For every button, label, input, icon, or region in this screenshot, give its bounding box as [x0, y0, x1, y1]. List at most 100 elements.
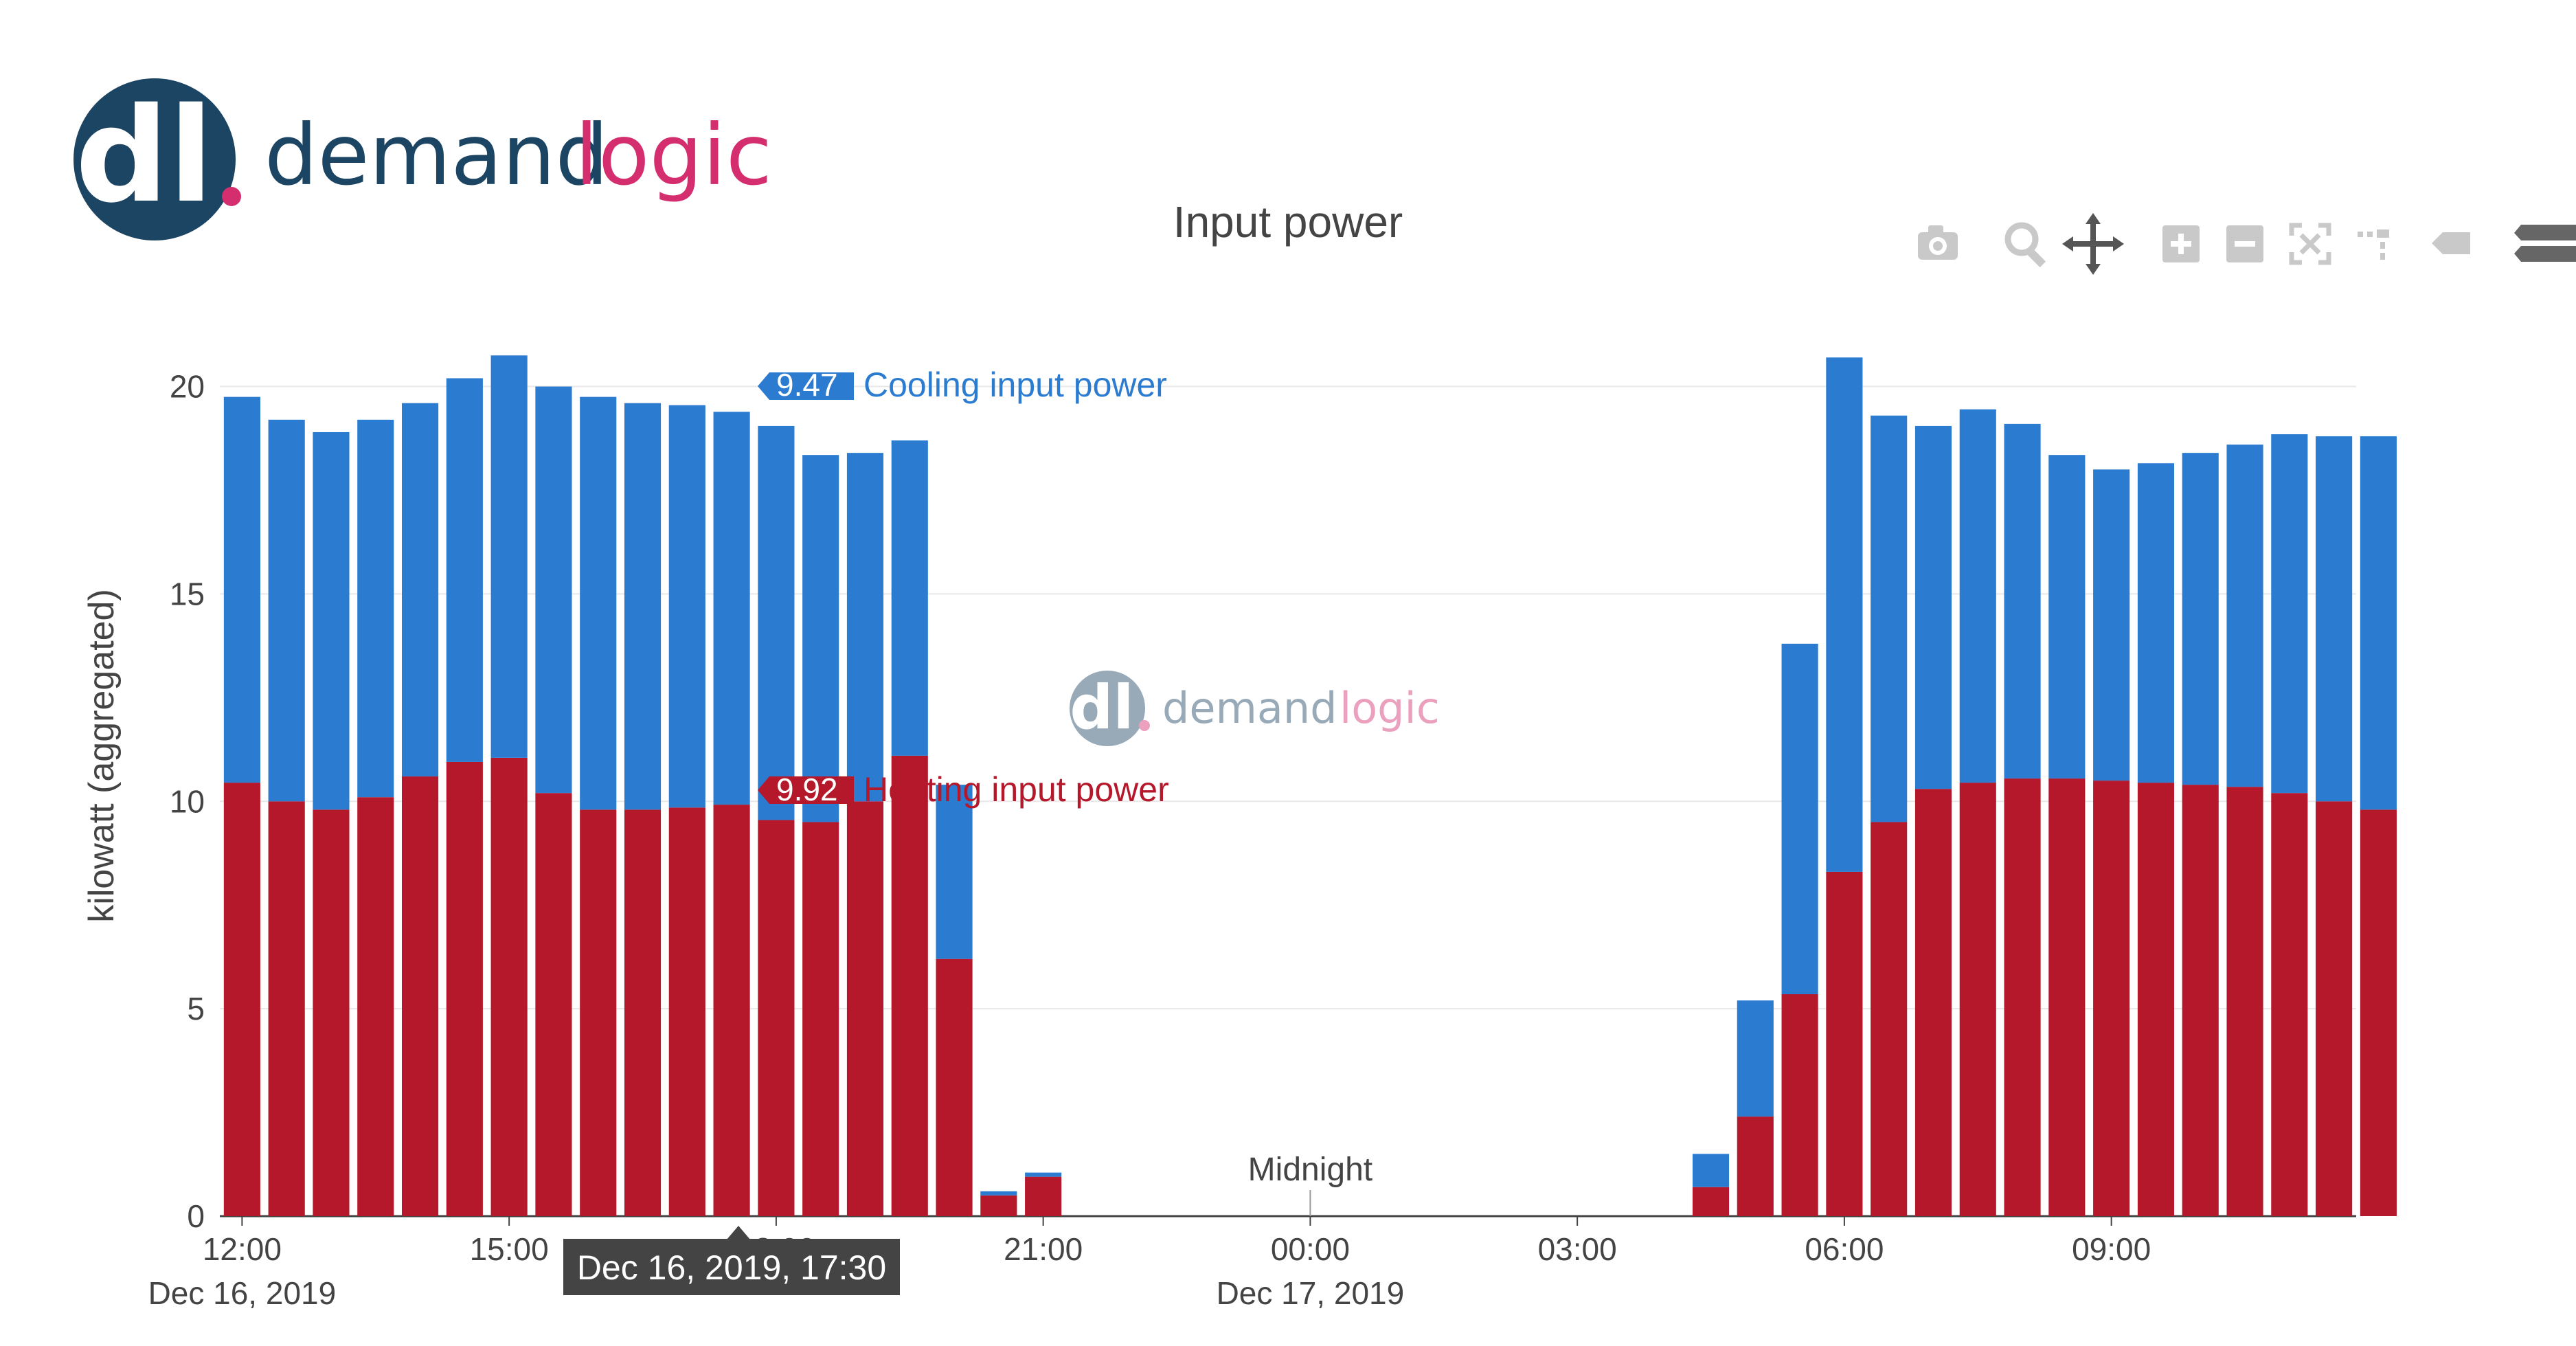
bar-cooling[interactable] [846, 453, 884, 802]
bar-heating[interactable] [580, 809, 617, 1216]
bar-cooling[interactable] [2271, 434, 2308, 794]
bar-cooling[interactable] [936, 785, 973, 959]
bar-heating[interactable] [1914, 789, 1952, 1216]
bar-cooling[interactable] [357, 419, 394, 798]
bar-heating[interactable] [1692, 1187, 1730, 1216]
bar-heating[interactable] [1826, 871, 1863, 1216]
bar-cooling[interactable] [580, 396, 617, 810]
bar-cooling[interactable] [624, 403, 662, 810]
bar-heating[interactable] [713, 805, 750, 1216]
y-tick-label: 15 [170, 576, 205, 612]
x-tick-label: 03:00 [1538, 1231, 1617, 1267]
bar-heating[interactable] [490, 757, 528, 1216]
watermark-text-demand: demand [1162, 683, 1337, 733]
bar-cooling[interactable] [535, 386, 572, 794]
bar-cooling[interactable] [268, 419, 305, 802]
bar-heating[interactable] [2271, 793, 2308, 1216]
bar-cooling[interactable] [668, 405, 705, 808]
bar-cooling[interactable] [891, 440, 928, 756]
bar-heating[interactable] [1025, 1176, 1062, 1216]
bar-cooling[interactable] [1025, 1172, 1062, 1177]
bar-cooling[interactable] [713, 412, 750, 805]
brand-name-demand: demand [264, 106, 609, 204]
bar-cooling[interactable] [2226, 445, 2263, 787]
bar-heating[interactable] [2316, 801, 2353, 1216]
bar-heating[interactable] [1737, 1117, 1774, 1216]
bar-cooling[interactable] [313, 431, 350, 810]
bar-heating[interactable] [624, 809, 662, 1216]
hover-closest-icon[interactable] [2432, 232, 2470, 254]
bar-cooling[interactable] [1871, 415, 1908, 822]
camera-icon[interactable] [1918, 225, 1958, 260]
bar-cooling[interactable] [980, 1191, 1017, 1196]
bar-cooling[interactable] [2137, 463, 2175, 783]
watermark: dl demand logic [1070, 671, 1440, 746]
bar-heating[interactable] [401, 776, 439, 1216]
bar-cooling[interactable] [2316, 436, 2353, 802]
bar-heating[interactable] [668, 807, 705, 1216]
bar-heating[interactable] [535, 793, 572, 1216]
bar-cooling[interactable] [758, 425, 795, 820]
bar-cooling[interactable] [490, 355, 528, 758]
bar-heating[interactable] [1781, 994, 1818, 1216]
bar-heating[interactable] [2004, 778, 2041, 1216]
bar-heating[interactable] [2360, 809, 2397, 1216]
y-tick-label: 10 [170, 783, 205, 819]
bar-cooling[interactable] [1914, 425, 1952, 789]
autoscale-icon[interactable] [2289, 223, 2331, 265]
pan-icon[interactable] [2062, 213, 2124, 275]
bar-cooling[interactable] [2048, 455, 2086, 779]
zoom-in-icon[interactable] [2162, 225, 2200, 262]
bar-heating[interactable] [2182, 785, 2219, 1216]
bar-heating[interactable] [936, 958, 973, 1216]
bar-cooling[interactable] [223, 396, 260, 783]
watermark-text-logic: logic [1340, 683, 1440, 733]
hover-compare-icon[interactable] [2514, 225, 2576, 262]
bar-cooling[interactable] [1692, 1154, 1730, 1187]
bar-heating[interactable] [758, 820, 795, 1216]
watermark-logo-dot [1139, 720, 1150, 731]
bar-heating[interactable] [802, 822, 839, 1216]
bar-cooling[interactable] [2093, 469, 2130, 781]
bar-heating[interactable] [846, 801, 884, 1216]
y-tick-label: 0 [187, 1198, 205, 1234]
hover-cooling-label: Cooling input power [863, 366, 1167, 404]
bar-cooling[interactable] [446, 378, 483, 762]
bar-cooling[interactable] [1826, 357, 1863, 872]
spike-lines-icon[interactable] [2358, 229, 2389, 260]
bar-cooling[interactable] [1959, 409, 1996, 783]
bar-cooling[interactable] [2004, 423, 2041, 779]
bar-cooling[interactable] [1737, 1000, 1774, 1117]
zoom-icon[interactable] [2004, 222, 2046, 268]
annotation-midnight: Midnight [1248, 1152, 1372, 1188]
zoom-out-icon[interactable] [2226, 225, 2263, 262]
watermark-logo-letters: dl [1070, 672, 1133, 743]
x-tick-label: 12:00 [203, 1231, 282, 1267]
bar-heating[interactable] [1871, 822, 1908, 1216]
bar-cooling[interactable] [401, 403, 439, 777]
y-tick-label: 5 [187, 991, 205, 1027]
y-tick-labels: 0 5 10 15 20 [170, 369, 205, 1234]
x-tick-sublabel: Dec 16, 2019 [148, 1275, 337, 1311]
bar-heating[interactable] [223, 783, 260, 1216]
bar-heating[interactable] [1959, 783, 1996, 1216]
bar-heating[interactable] [980, 1195, 1017, 1216]
hover-cooling-value: 9.47 [776, 367, 838, 403]
bar-cooling[interactable] [1781, 643, 1818, 995]
bar-heating[interactable] [891, 755, 928, 1216]
bar-heating[interactable] [268, 801, 305, 1216]
bar-heating[interactable] [2093, 781, 2130, 1216]
hover-heating: 9.92 Heating input power [758, 770, 1169, 809]
bar-heating[interactable] [357, 797, 394, 1216]
bar-cooling[interactable] [2182, 453, 2219, 785]
bar-heating[interactable] [446, 761, 483, 1216]
bar-heating[interactable] [2226, 787, 2263, 1216]
bar-heating[interactable] [313, 809, 350, 1216]
bar-heating[interactable] [2137, 783, 2175, 1216]
bar-heating[interactable] [2048, 778, 2086, 1216]
bar-cooling[interactable] [2360, 436, 2397, 810]
bar-cooling[interactable] [802, 455, 839, 822]
x-tick-label: 15:00 [470, 1231, 549, 1267]
